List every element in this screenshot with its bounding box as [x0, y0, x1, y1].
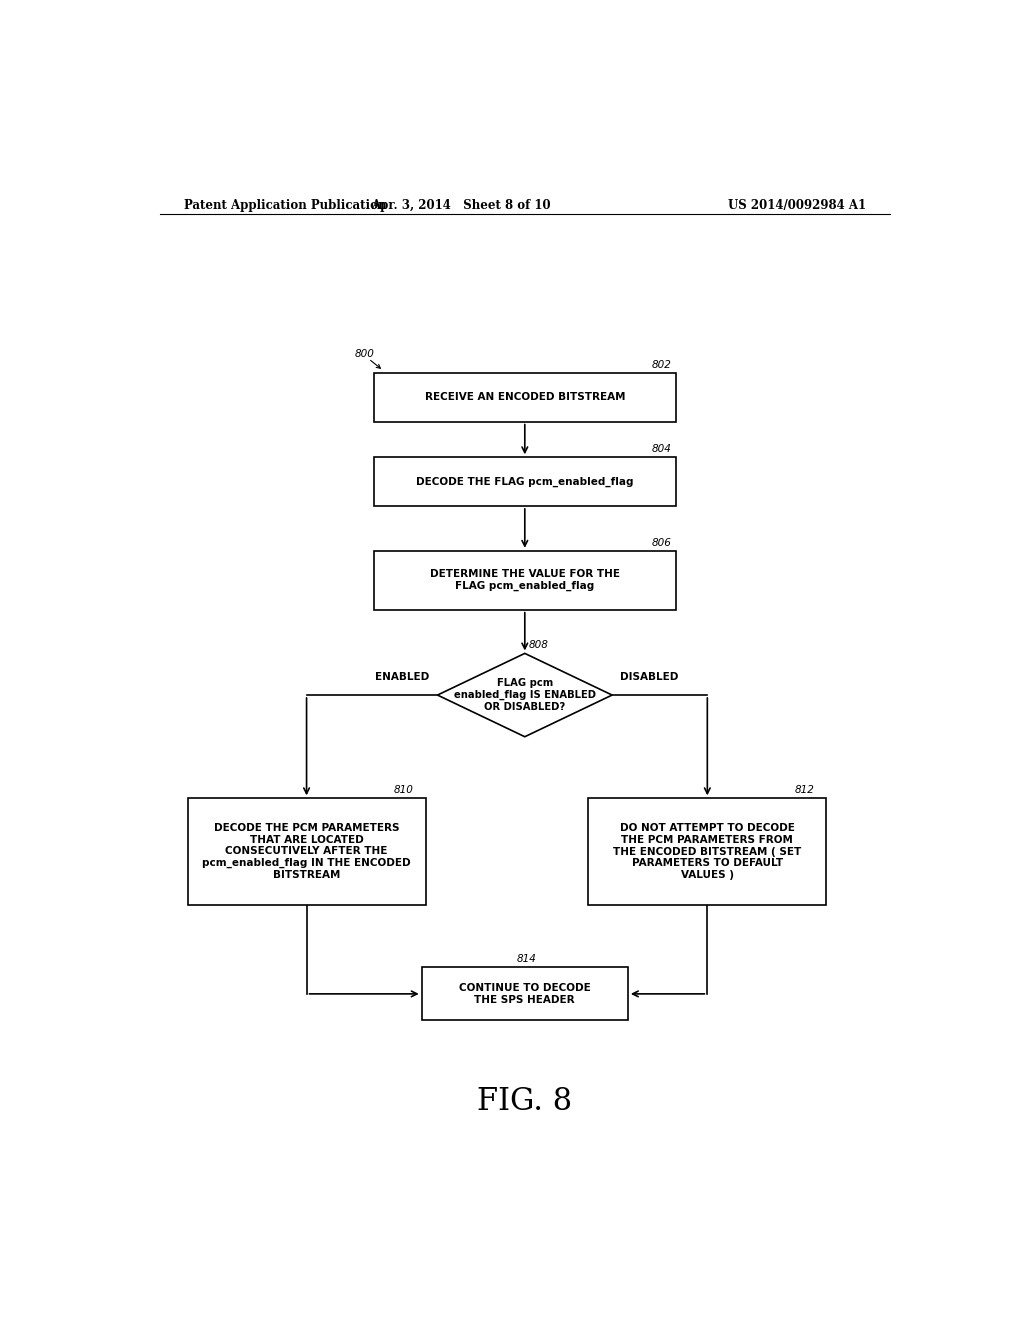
Text: CONTINUE TO DECODE
THE SPS HEADER: CONTINUE TO DECODE THE SPS HEADER: [459, 983, 591, 1005]
Text: Patent Application Publication: Patent Application Publication: [183, 198, 386, 211]
Text: US 2014/0092984 A1: US 2014/0092984 A1: [728, 198, 866, 211]
Text: FLAG pcm
enabled_flag IS ENABLED
OR DISABLED?: FLAG pcm enabled_flag IS ENABLED OR DISA…: [454, 678, 596, 711]
Text: RECEIVE AN ENCODED BITSTREAM: RECEIVE AN ENCODED BITSTREAM: [425, 392, 625, 403]
Text: DO NOT ATTEMPT TO DECODE
THE PCM PARAMETERS FROM
THE ENCODED BITSTREAM ( SET
PAR: DO NOT ATTEMPT TO DECODE THE PCM PARAMET…: [613, 824, 802, 880]
Text: 800: 800: [354, 348, 374, 359]
FancyBboxPatch shape: [374, 457, 676, 506]
Text: ENABLED: ENABLED: [376, 672, 430, 681]
Text: DECODE THE FLAG pcm_enabled_flag: DECODE THE FLAG pcm_enabled_flag: [416, 477, 634, 487]
Text: DETERMINE THE VALUE FOR THE
FLAG pcm_enabled_flag: DETERMINE THE VALUE FOR THE FLAG pcm_ena…: [430, 569, 620, 591]
Text: 802: 802: [651, 360, 672, 370]
Text: 812: 812: [795, 785, 814, 795]
FancyBboxPatch shape: [588, 799, 826, 906]
Text: Apr. 3, 2014   Sheet 8 of 10: Apr. 3, 2014 Sheet 8 of 10: [372, 198, 551, 211]
Text: 804: 804: [651, 444, 672, 454]
Polygon shape: [437, 653, 612, 737]
Text: 810: 810: [394, 785, 414, 795]
FancyBboxPatch shape: [374, 550, 676, 610]
Text: DECODE THE PCM PARAMETERS
THAT ARE LOCATED
CONSECUTIVELY AFTER THE
pcm_enabled_f: DECODE THE PCM PARAMETERS THAT ARE LOCAT…: [203, 824, 411, 880]
Text: 808: 808: [528, 640, 549, 651]
Text: 806: 806: [651, 537, 672, 548]
Text: 814: 814: [517, 954, 537, 965]
FancyBboxPatch shape: [187, 799, 426, 906]
Text: FIG. 8: FIG. 8: [477, 1086, 572, 1117]
FancyBboxPatch shape: [374, 372, 676, 421]
Text: DISABLED: DISABLED: [620, 672, 679, 681]
FancyBboxPatch shape: [422, 968, 628, 1020]
